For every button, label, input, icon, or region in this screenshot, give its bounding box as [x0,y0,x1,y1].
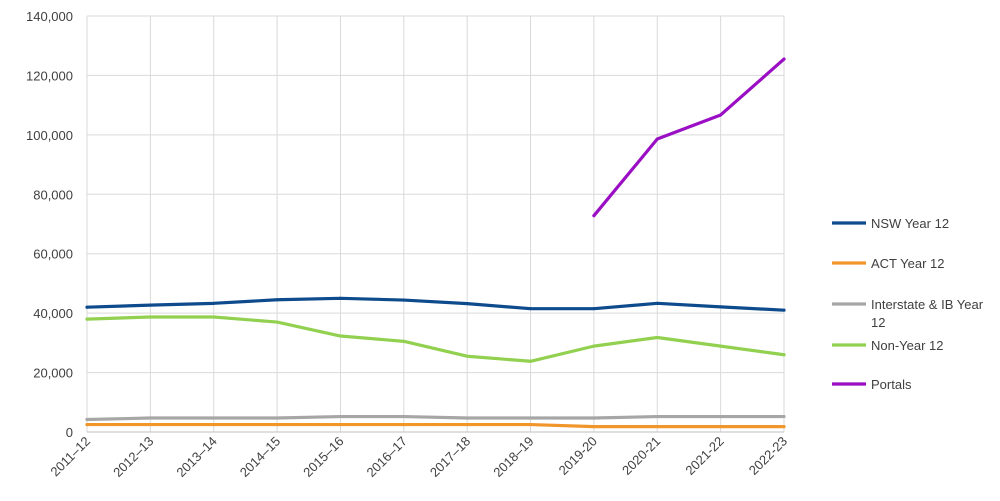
data-point-non-year-12 [655,336,659,340]
legend-label-non-year-12: Non-Year 12 [871,338,944,353]
data-point-non-year-12 [338,334,342,338]
data-point-non-year-12 [212,315,216,319]
x-tick-label: 2020-21 [619,434,663,478]
data-point-nsw-year-12 [338,296,342,300]
y-tick-label: 0 [66,425,73,440]
data-point-portals [719,113,723,117]
data-point-non-year-12 [85,317,89,321]
data-point-interstate-ib-year-12 [148,416,152,420]
data-point-nsw-year-12 [592,307,596,311]
y-tick-label: 60,000 [33,247,73,262]
y-tick-label: 20,000 [33,366,73,381]
data-point-portals [782,57,786,61]
data-point-act-year-12 [148,423,152,427]
data-point-interstate-ib-year-12 [85,418,89,422]
x-tick-label: 2021-22 [682,434,726,478]
data-point-interstate-ib-year-12 [275,416,279,420]
data-point-non-year-12 [465,354,469,358]
y-tick-label: 100,000 [26,128,73,143]
x-tick-label: 2011–12 [47,434,93,480]
y-tick-label: 80,000 [33,187,73,202]
data-point-non-year-12 [529,359,533,363]
x-tick-label: 2019-20 [556,434,600,478]
data-point-nsw-year-12 [655,301,659,305]
x-axis-tick-labels: 2011–12 2012–13 2013–14 2014–15 2015–16 2016–… [47,434,790,480]
y-tick-label: 40,000 [33,306,73,321]
data-point-interstate-ib-year-12 [719,415,723,419]
data-point-nsw-year-12 [148,303,152,307]
data-point-act-year-12 [465,423,469,427]
data-point-portals [592,214,596,218]
data-point-act-year-12 [275,423,279,427]
data-point-non-year-12 [782,353,786,357]
y-tick-label: 140,000 [26,9,73,24]
gridlines [86,15,785,433]
data-point-interstate-ib-year-12 [529,416,533,420]
x-tick-label: 2016–17 [364,434,410,480]
series-line-non-year-12 [85,315,786,363]
series-lines [85,57,786,429]
data-point-act-year-12 [782,425,786,429]
data-point-non-year-12 [275,320,279,324]
data-point-act-year-12 [338,423,342,427]
x-tick-label: 2013–14 [173,434,219,480]
x-tick-label: 2015–16 [300,434,346,480]
data-point-interstate-ib-year-12 [212,416,216,420]
legend-label-interstate-ib-year-12: Interstate & IB Year 12 [871,297,984,330]
x-tick-label: 2018–19 [490,434,536,480]
data-point-act-year-12 [655,425,659,429]
data-point-nsw-year-12 [465,302,469,306]
series-line-nsw-year-12 [85,296,786,312]
series-line-act-year-12 [85,422,786,429]
data-point-interstate-ib-year-12 [592,416,596,420]
data-point-act-year-12 [402,423,406,427]
series-line-interstate-ib-year-12 [85,414,786,422]
data-point-interstate-ib-year-12 [465,416,469,420]
data-point-nsw-year-12 [85,305,89,309]
x-tick-label: 2012–13 [110,434,156,480]
data-point-non-year-12 [148,315,152,319]
legend-label-act-year-12: ACT Year 12 [871,256,944,271]
data-point-act-year-12 [85,423,89,427]
y-tick-label: 120,000 [26,68,73,83]
data-point-act-year-12 [592,425,596,429]
data-point-non-year-12 [402,339,406,343]
data-point-nsw-year-12 [529,307,533,311]
data-point-nsw-year-12 [719,305,723,309]
legend-label-portals: Portals [871,377,912,392]
data-point-nsw-year-12 [782,308,786,312]
y-axis-tick-labels: 0 20,000 40,000 60,000 80,000 100,000 120,000 1… [26,9,73,440]
data-point-interstate-ib-year-12 [655,415,659,419]
data-point-nsw-year-12 [275,298,279,302]
legend-label-nsw-year-12: NSW Year 12 [871,216,949,231]
data-point-interstate-ib-year-12 [338,415,342,419]
legend: NSW Year 12 ACT Year 12 Interstate & IB Ye… [832,216,984,392]
x-tick-label: 2022-23 [746,434,790,478]
series-line-portals [592,57,786,218]
data-point-interstate-ib-year-12 [402,415,406,419]
x-tick-label: 2014–15 [237,434,283,480]
data-point-act-year-12 [719,425,723,429]
data-point-nsw-year-12 [402,298,406,302]
data-point-act-year-12 [212,423,216,427]
data-point-interstate-ib-year-12 [782,415,786,419]
data-point-portals [655,137,659,141]
data-point-nsw-year-12 [212,301,216,305]
data-point-non-year-12 [592,344,596,348]
x-tick-label: 2017–18 [427,434,473,480]
data-point-non-year-12 [719,344,723,348]
data-point-act-year-12 [529,423,533,427]
